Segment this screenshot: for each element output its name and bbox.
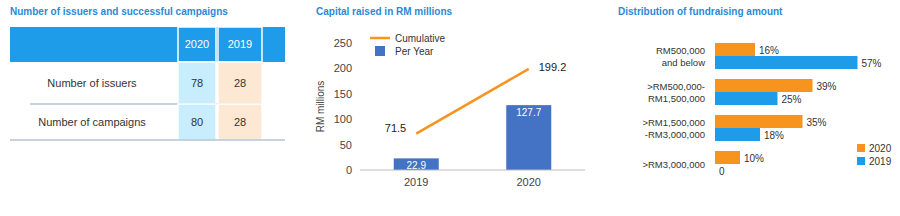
legend-label: Per Year xyxy=(395,46,434,57)
bar xyxy=(715,164,716,177)
cell-value: 28 xyxy=(234,77,246,89)
y-tick-label: 50 xyxy=(340,139,352,151)
bar-label: 35% xyxy=(807,117,827,128)
header-cell xyxy=(178,27,216,62)
bar-label: 127.7 xyxy=(516,107,541,118)
category-label: RM500,000and below xyxy=(656,45,705,68)
value-cell xyxy=(218,62,262,104)
cell-value: 78 xyxy=(191,77,203,89)
legend: Cumulative Per Year xyxy=(370,33,445,57)
bar-label: 57% xyxy=(862,58,882,69)
bar xyxy=(715,128,760,141)
category-label: >RM3,000,000 xyxy=(642,159,705,170)
distribution-chart: Distribution of fundraising amount RM500,… xyxy=(618,6,892,177)
category-label: >RM500,000-RM1,500,000 xyxy=(647,81,705,104)
category-line: RM500,000 xyxy=(656,45,705,56)
y-tick-label: 250 xyxy=(334,37,352,49)
plot-marks xyxy=(394,69,552,170)
table: Number of issuers and successful campaig… xyxy=(10,6,285,140)
bar xyxy=(506,105,551,170)
bar xyxy=(715,151,740,164)
capital-chart: Capital raised in RM millions RM millions… xyxy=(315,6,585,188)
header-cell xyxy=(218,27,262,62)
plot-marks xyxy=(715,43,858,164)
legend-swatch xyxy=(375,46,385,56)
x-tick-label: 2019 xyxy=(404,176,428,188)
cell-value: 80 xyxy=(191,116,203,128)
bar-label: 25% xyxy=(782,94,802,105)
category-line: >RM500,000- xyxy=(647,81,705,92)
category-line: RM1,500,000 xyxy=(648,93,705,104)
row-label: Number of campaigns xyxy=(38,116,146,128)
value-cell xyxy=(178,62,216,104)
bar xyxy=(715,79,813,92)
bar xyxy=(715,92,778,105)
bar xyxy=(715,56,858,69)
header-row xyxy=(10,27,285,62)
y-tick-label: 0 xyxy=(346,164,352,176)
legend-label: 2020 xyxy=(869,143,892,154)
data-labels: 71.5199.222.9127.7 xyxy=(385,61,566,172)
legend-swatch xyxy=(857,157,865,165)
category-line: >RM3,000,000 xyxy=(642,159,705,170)
table-title: Number of issuers and successful campaig… xyxy=(10,6,228,17)
row-label: Number of issuers xyxy=(47,77,137,89)
legend-label: 2019 xyxy=(869,156,892,167)
y-axis-label: RM millions xyxy=(315,81,326,133)
value-cell xyxy=(218,104,262,140)
bar-label: 0 xyxy=(719,166,725,177)
line-label: 71.5 xyxy=(385,122,406,134)
category-line: -RM3,000,000 xyxy=(645,129,705,140)
column-header: 2019 xyxy=(228,38,252,50)
bar xyxy=(715,115,803,128)
x-tick-label: 2020 xyxy=(517,176,541,188)
line-label: 199.2 xyxy=(539,61,567,73)
legend: 2020 2019 xyxy=(857,143,892,167)
chart-title: Capital raised in RM millions xyxy=(316,6,453,17)
bar-label: 18% xyxy=(764,130,784,141)
chart-title: Distribution of fundraising amount xyxy=(618,6,783,17)
bar-label: 39% xyxy=(817,81,837,92)
bar-label: 16% xyxy=(759,45,779,56)
figure: Number of issuers and successful campaig… xyxy=(0,0,900,216)
bar-label: 10% xyxy=(744,153,764,164)
y-tick-label: 200 xyxy=(334,62,352,74)
legend-swatch xyxy=(370,37,390,40)
category-line: >RM1,500,000 xyxy=(642,117,705,128)
bar xyxy=(715,43,755,56)
data-labels: 16% 39% 35% 10% 57% 25% 18% 0 xyxy=(719,45,882,177)
row-rule xyxy=(10,140,285,141)
cell-value: 28 xyxy=(234,116,246,128)
x-axis xyxy=(360,170,585,171)
column-header: 2020 xyxy=(185,38,209,50)
y-tick-label: 150 xyxy=(334,88,352,100)
value-cell xyxy=(178,104,216,140)
category-label: >RM1,500,000-RM3,000,000 xyxy=(642,117,705,140)
category-line: and below xyxy=(662,57,705,68)
y-tick-label: 100 xyxy=(334,113,352,125)
legend-label: Cumulative xyxy=(395,33,445,44)
legend-swatch xyxy=(857,144,865,152)
